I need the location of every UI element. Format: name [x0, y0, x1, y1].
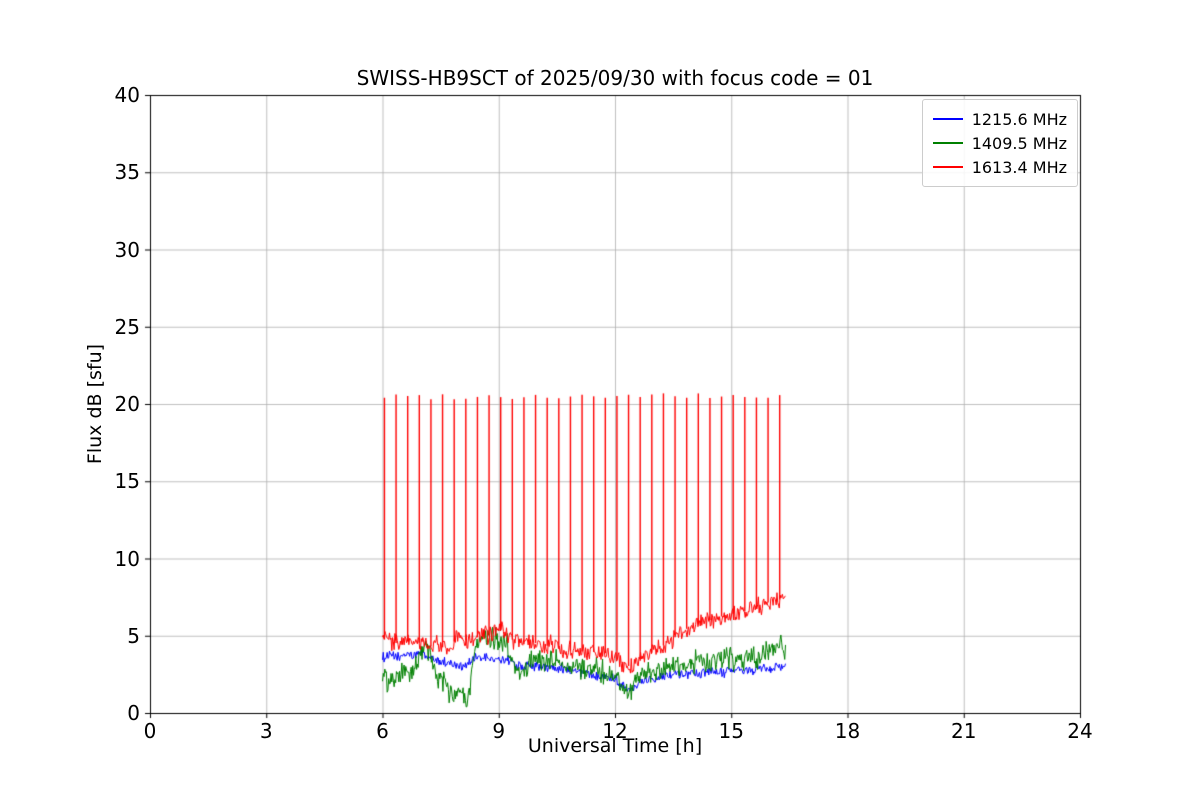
y-tick-label: 35 — [114, 160, 140, 185]
y-tick-label: 15 — [114, 469, 140, 494]
x-tick-label: 21 — [951, 719, 977, 743]
legend-entry: 1409.5 MHz — [932, 131, 1067, 155]
legend-line-swatch — [932, 142, 963, 144]
legend-line-swatch — [932, 118, 963, 120]
y-tick-label: 40 — [114, 83, 140, 107]
legend-entry: 1613.4 MHz — [932, 155, 1067, 179]
legend-line-swatch — [932, 166, 963, 168]
x-axis-label: Universal Time [h] — [527, 735, 703, 757]
y-tick-label: 25 — [114, 314, 140, 339]
y-tick-label: 10 — [114, 546, 140, 571]
legend: 1215.6 MHz 1409.5 MHz 1613.4 MHz — [921, 99, 1078, 187]
legend-label: 1409.5 MHz — [971, 133, 1067, 153]
legend-label: 1613.4 MHz — [971, 157, 1067, 177]
y-tick-label: 0 — [127, 701, 140, 725]
legend-entry: 1215.6 MHz — [932, 107, 1067, 131]
x-tick-label: 18 — [834, 719, 861, 743]
chart-title: SWISS-HB9SCT of 2025/09/30 with focus co… — [356, 66, 874, 90]
y-tick-label: 20 — [114, 392, 140, 416]
x-tick-label: 15 — [718, 719, 744, 743]
x-tick-label: 0 — [143, 719, 157, 743]
y-tick-label: 5 — [127, 623, 140, 648]
y-tick-label: 30 — [114, 237, 140, 262]
legend-label: 1215.6 MHz — [971, 109, 1067, 129]
x-tick-label: 9 — [492, 719, 506, 743]
x-tick-label: 12 — [602, 719, 628, 743]
x-tick-label: 3 — [259, 719, 273, 743]
x-tick-label: 24 — [1067, 719, 1093, 743]
x-tick-label: 6 — [376, 719, 389, 743]
